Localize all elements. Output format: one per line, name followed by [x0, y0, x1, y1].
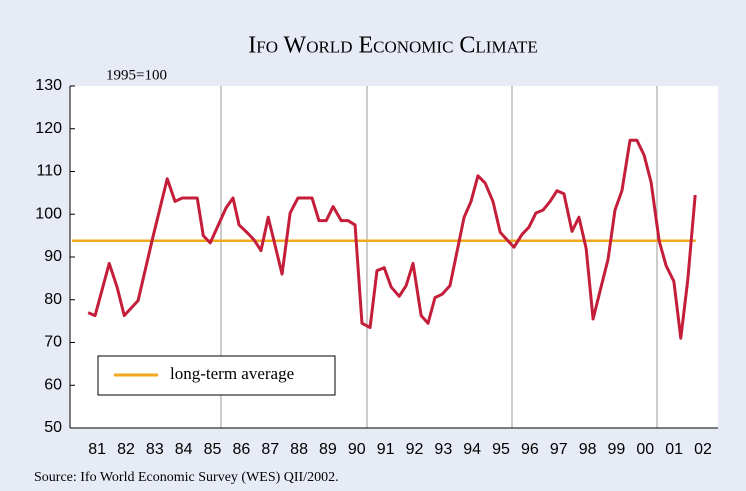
x-tick-label: 96: [521, 441, 539, 458]
legend: long-term average: [114, 364, 294, 383]
x-tick-label: 88: [290, 441, 308, 458]
x-tick-label: 86: [232, 441, 250, 458]
series-line: [87, 138, 697, 340]
chart-title: Ifo World Economic Climate: [248, 33, 538, 59]
x-tick-label: 90: [348, 441, 366, 458]
x-tick-label: 87: [261, 441, 279, 458]
x-tick-label: 81: [88, 441, 106, 458]
x-tick-label: 85: [204, 441, 222, 458]
x-tick-label: 93: [434, 441, 452, 458]
source-note: Source: Ifo World Economic Survey (WES) …: [34, 470, 339, 485]
series: [72, 138, 697, 340]
y-tick-label: 130: [35, 77, 62, 94]
y-tick-label: 80: [44, 291, 62, 308]
x-tick-label: 83: [146, 441, 164, 458]
y-tick-label: 60: [44, 376, 62, 393]
axes: 50 60 70 80 90 100 110 120 130 81 82 83 84 85 86 87 88 89…: [35, 77, 712, 458]
legend-label: long-term average: [170, 364, 294, 383]
x-tick-label: 97: [550, 441, 568, 458]
y-tick-label: 90: [44, 248, 62, 265]
y-tick-label: 100: [35, 205, 62, 222]
y-tick-label: 120: [35, 120, 62, 137]
x-tick-label: 99: [608, 441, 626, 458]
x-tick-label: 95: [492, 441, 510, 458]
x-tick-label: 00: [636, 441, 654, 458]
x-tick-label: 82: [117, 441, 135, 458]
y-axis-label: 1995=100: [106, 67, 167, 83]
y-tick-label: 50: [44, 419, 62, 436]
x-tick-label: 92: [406, 441, 424, 458]
y-tick-label: 70: [44, 334, 62, 351]
y-tick-label: 110: [36, 163, 62, 180]
x-tick-label: 94: [463, 441, 481, 458]
x-tick-label: 01: [665, 441, 683, 458]
x-tick-label: 98: [579, 441, 597, 458]
x-tick-label: 84: [175, 441, 193, 458]
x-tick-label: 89: [319, 441, 337, 458]
x-tick-label: 02: [694, 441, 712, 458]
x-tick-label: 91: [377, 441, 395, 458]
